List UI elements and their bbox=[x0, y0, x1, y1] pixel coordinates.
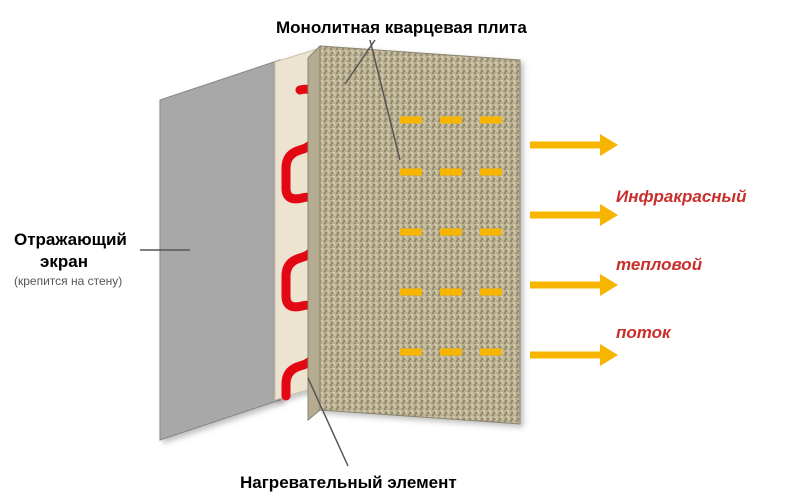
heater-diagram: Монолитная кварцевая плита Отражающий эк… bbox=[0, 0, 800, 502]
label-top: Монолитная кварцевая плита bbox=[276, 18, 527, 38]
label-left-1: Отражающий bbox=[14, 230, 127, 250]
quartz-side bbox=[308, 46, 320, 420]
label-heat-2: тепловой bbox=[616, 255, 702, 275]
label-left-sub: (крепится на стену) bbox=[14, 274, 122, 288]
label-heat-3: поток bbox=[616, 323, 671, 343]
diagram-svg bbox=[0, 0, 800, 502]
heat-arrows bbox=[530, 134, 618, 366]
label-left-2: экран bbox=[40, 252, 88, 272]
label-heat-1: Инфракрасный bbox=[616, 187, 746, 207]
label-bottom: Нагревательный элемент bbox=[240, 473, 457, 493]
